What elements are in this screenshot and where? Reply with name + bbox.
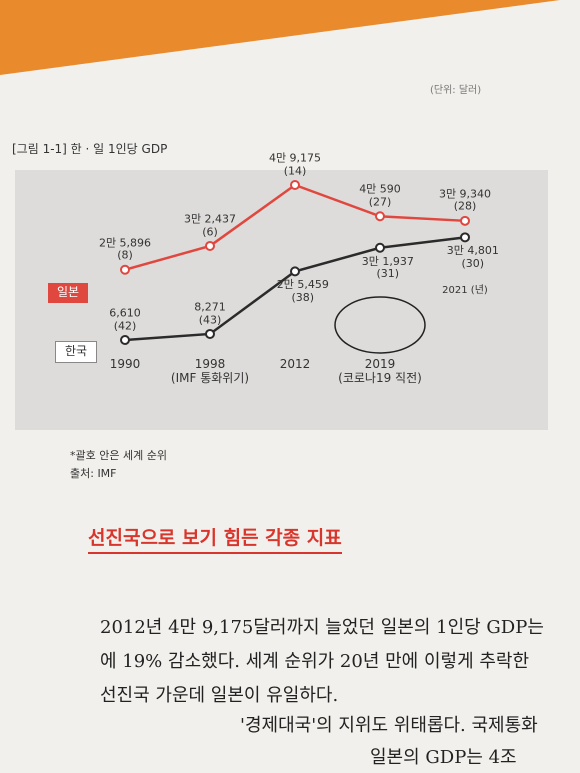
paragraph-line: 일본의 GDP는 4조: [370, 747, 517, 768]
section-heading: 선진국으로 보기 힘든 각종 지표: [88, 527, 342, 554]
legend-japan: 일본: [48, 283, 89, 303]
data-label: 2만 5,459 (38): [276, 278, 329, 304]
paragraph-line: '경제대국'의 지위도 위태롭다. 국제통화: [240, 715, 538, 736]
source: 출처: IMF: [70, 467, 117, 480]
legend-korea: 한국: [55, 341, 98, 363]
data-point: [460, 215, 470, 226]
data-label: 4만 590 (27): [359, 182, 401, 209]
data-point: [120, 264, 130, 275]
data-label: 3만 2,437 (6): [183, 212, 237, 239]
paragraph-line: 2012년 4만 9,175달러까지 늘었던 일본의 1인당 GDP는: [100, 617, 544, 638]
x-tick-label: 2019 (코로나19 직전): [338, 357, 422, 385]
chart-title: [그림 1-1] 한 · 일 1인당 GDP: [12, 142, 168, 156]
data-point: [205, 240, 215, 251]
x-tick-label: 2012: [279, 357, 311, 371]
data-label: 3만 1,937 (31): [361, 254, 414, 281]
data-point: [460, 232, 470, 243]
paragraph-line: 에 19% 감소했다. 세계 순위가 20년 만에 이렇게 추락한: [100, 651, 530, 672]
data-point: [290, 266, 300, 277]
chart-area: [15, 170, 548, 430]
data-point: [375, 211, 385, 222]
data-label: 3만 9,340 (28): [438, 187, 492, 214]
data-label: 8,271 (43): [194, 300, 226, 327]
hand-circle: [334, 296, 426, 354]
series-line: [124, 183, 466, 271]
x-tick-label: 1990: [109, 357, 141, 371]
data-label: 6,610 (42): [109, 306, 141, 333]
unit: (단위: 달러): [430, 85, 482, 96]
data-label: 3만 4,801 (30): [446, 244, 499, 270]
data-point: [290, 180, 300, 190]
data-point: [120, 335, 130, 345]
data-label: 2만 5,896 (8): [98, 236, 152, 263]
x-tick-label: 1998 (IMF 통화위기): [170, 357, 250, 385]
x-tick-label: 2021 (년): [442, 285, 488, 296]
data-label: 4만 9,175 (14): [268, 151, 322, 178]
data-point: [375, 242, 385, 253]
paragraph-line: 선진국 가운데 일본이 유일하다.: [100, 685, 339, 706]
data-point: [205, 328, 215, 339]
footnote: *괄호 안은 세계 순위: [70, 449, 167, 462]
